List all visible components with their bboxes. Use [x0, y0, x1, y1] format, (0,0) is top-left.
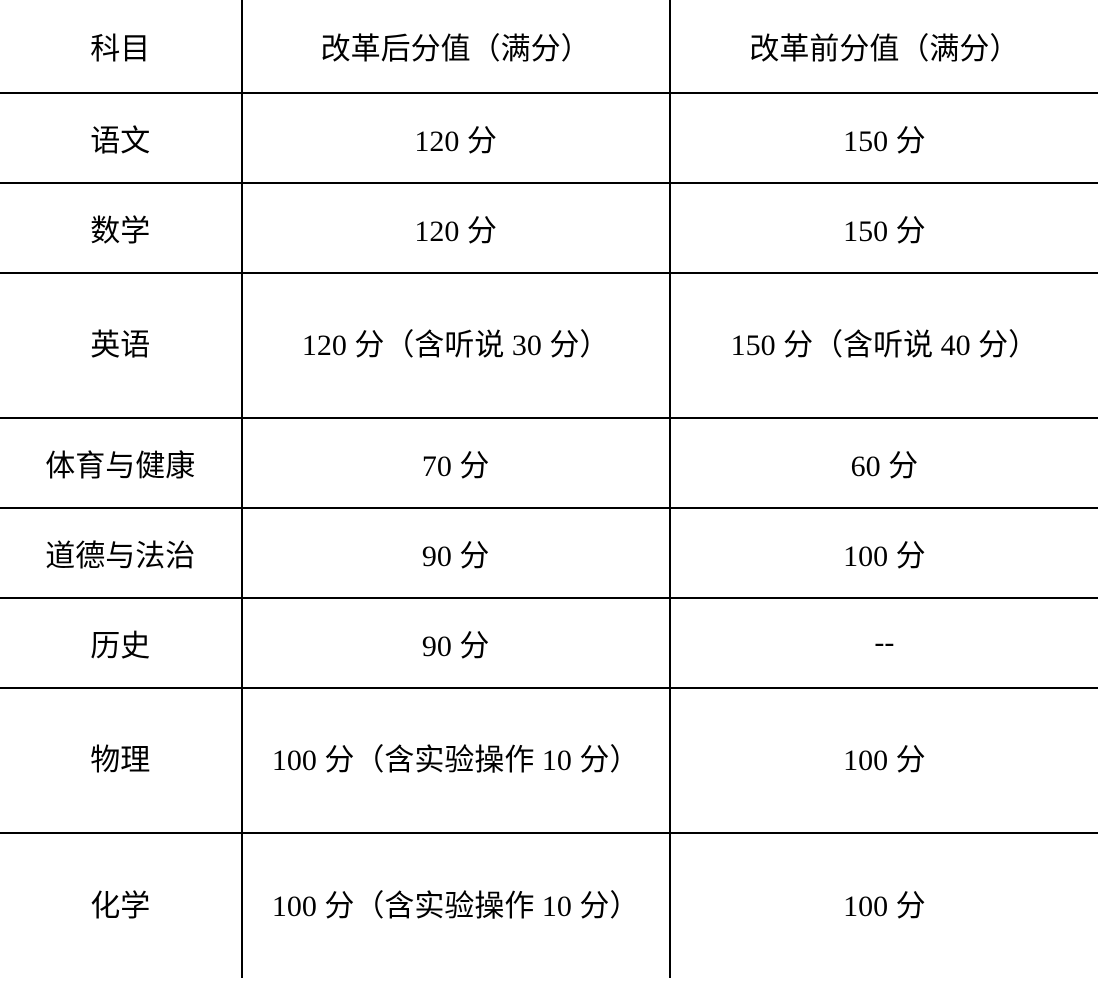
header-subject: 科目 [0, 0, 242, 93]
cell-after: 90 分 [242, 508, 670, 598]
cell-subject: 英语 [0, 273, 242, 418]
table-row: 物理 100 分（含实验操作 10 分） 100 分 [0, 688, 1098, 833]
cell-after: 120 分 [242, 93, 670, 183]
header-before: 改革前分值（满分） [670, 0, 1098, 93]
cell-before: -- [670, 598, 1098, 688]
cell-subject: 数学 [0, 183, 242, 273]
table-row: 英语 120 分（含听说 30 分） 150 分（含听说 40 分） [0, 273, 1098, 418]
table-row: 数学 120 分 150 分 [0, 183, 1098, 273]
table-row: 历史 90 分 -- [0, 598, 1098, 688]
table-row: 道德与法治 90 分 100 分 [0, 508, 1098, 598]
cell-before: 150 分 [670, 183, 1098, 273]
cell-before: 150 分（含听说 40 分） [670, 273, 1098, 418]
table-header-row: 科目 改革后分值（满分） 改革前分值（满分） [0, 0, 1098, 93]
table-row: 化学 100 分（含实验操作 10 分） 100 分 [0, 833, 1098, 978]
cell-before: 100 分 [670, 508, 1098, 598]
cell-after: 70 分 [242, 418, 670, 508]
table-row: 语文 120 分 150 分 [0, 93, 1098, 183]
cell-after: 100 分（含实验操作 10 分） [242, 833, 670, 978]
cell-subject: 体育与健康 [0, 418, 242, 508]
header-after: 改革后分值（满分） [242, 0, 670, 93]
cell-before: 100 分 [670, 833, 1098, 978]
cell-after: 90 分 [242, 598, 670, 688]
cell-subject: 物理 [0, 688, 242, 833]
cell-after: 100 分（含实验操作 10 分） [242, 688, 670, 833]
cell-before: 100 分 [670, 688, 1098, 833]
table-row: 体育与健康 70 分 60 分 [0, 418, 1098, 508]
cell-before: 150 分 [670, 93, 1098, 183]
cell-after: 120 分（含听说 30 分） [242, 273, 670, 418]
cell-subject: 化学 [0, 833, 242, 978]
cell-subject: 历史 [0, 598, 242, 688]
score-table: 科目 改革后分值（满分） 改革前分值（满分） 语文 120 分 150 分 数学… [0, 0, 1098, 978]
cell-subject: 道德与法治 [0, 508, 242, 598]
cell-after: 120 分 [242, 183, 670, 273]
cell-before: 60 分 [670, 418, 1098, 508]
cell-subject: 语文 [0, 93, 242, 183]
